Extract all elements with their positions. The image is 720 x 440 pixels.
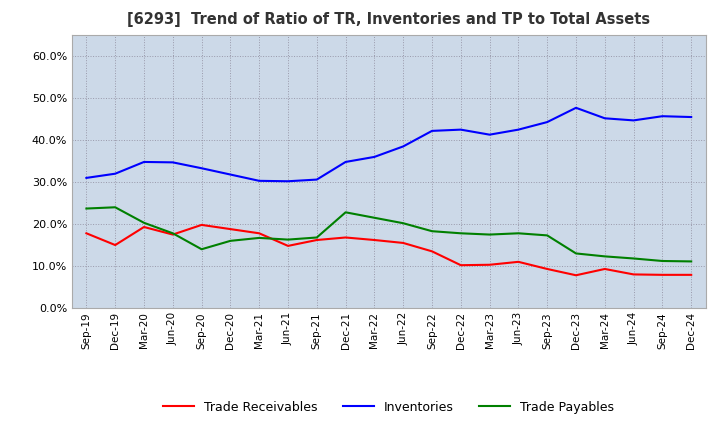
Trade Receivables — [658, 272, 667, 278]
Inventories — [341, 159, 350, 165]
Title: [6293]  Trend of Ratio of TR, Inventories and TP to Total Assets: [6293] Trend of Ratio of TR, Inventories… — [127, 12, 650, 27]
Trade Receivables — [543, 266, 552, 271]
Trade Payables — [456, 231, 465, 236]
Trade Receivables — [255, 231, 264, 236]
Trade Receivables — [226, 227, 235, 232]
Trade Payables — [399, 220, 408, 226]
Inventories — [687, 114, 696, 120]
Trade Payables — [687, 259, 696, 264]
Inventories — [370, 154, 379, 160]
Trade Receivables — [370, 237, 379, 242]
Inventories — [284, 179, 292, 184]
Line: Trade Receivables: Trade Receivables — [86, 225, 691, 275]
Inventories — [514, 127, 523, 132]
Inventories — [140, 159, 148, 165]
Trade Receivables — [687, 272, 696, 278]
Line: Inventories: Inventories — [86, 108, 691, 181]
Trade Payables — [428, 228, 436, 234]
Inventories — [255, 178, 264, 183]
Trade Receivables — [428, 249, 436, 254]
Trade Payables — [658, 258, 667, 264]
Trade Receivables — [168, 232, 177, 237]
Inventories — [168, 160, 177, 165]
Trade Payables — [629, 256, 638, 261]
Inventories — [226, 172, 235, 177]
Inventories — [485, 132, 494, 137]
Trade Payables — [168, 231, 177, 236]
Trade Payables — [111, 205, 120, 210]
Trade Receivables — [140, 224, 148, 230]
Inventories — [197, 165, 206, 171]
Trade Payables — [485, 232, 494, 237]
Inventories — [428, 128, 436, 133]
Trade Receivables — [312, 237, 321, 242]
Trade Payables — [312, 235, 321, 240]
Trade Payables — [140, 220, 148, 225]
Inventories — [82, 175, 91, 180]
Legend: Trade Receivables, Inventories, Trade Payables: Trade Receivables, Inventories, Trade Pa… — [158, 396, 619, 419]
Trade Payables — [255, 235, 264, 241]
Trade Receivables — [197, 222, 206, 227]
Trade Payables — [600, 254, 609, 259]
Trade Payables — [341, 210, 350, 215]
Trade Receivables — [111, 242, 120, 248]
Trade Receivables — [284, 243, 292, 249]
Inventories — [111, 171, 120, 176]
Trade Receivables — [629, 272, 638, 277]
Inventories — [658, 114, 667, 119]
Trade Receivables — [572, 273, 580, 278]
Trade Receivables — [514, 259, 523, 264]
Trade Payables — [226, 238, 235, 243]
Trade Receivables — [399, 240, 408, 246]
Inventories — [543, 119, 552, 125]
Trade Receivables — [600, 266, 609, 271]
Inventories — [629, 118, 638, 123]
Inventories — [312, 177, 321, 182]
Inventories — [572, 105, 580, 110]
Line: Trade Payables: Trade Payables — [86, 207, 691, 261]
Trade Payables — [370, 215, 379, 220]
Inventories — [399, 144, 408, 149]
Trade Payables — [572, 251, 580, 256]
Trade Payables — [197, 246, 206, 252]
Trade Payables — [543, 233, 552, 238]
Trade Receivables — [456, 263, 465, 268]
Trade Payables — [82, 206, 91, 211]
Inventories — [600, 116, 609, 121]
Trade Payables — [284, 237, 292, 242]
Trade Receivables — [485, 262, 494, 268]
Trade Receivables — [341, 235, 350, 240]
Trade Payables — [514, 231, 523, 236]
Inventories — [456, 127, 465, 132]
Trade Receivables — [82, 231, 91, 236]
